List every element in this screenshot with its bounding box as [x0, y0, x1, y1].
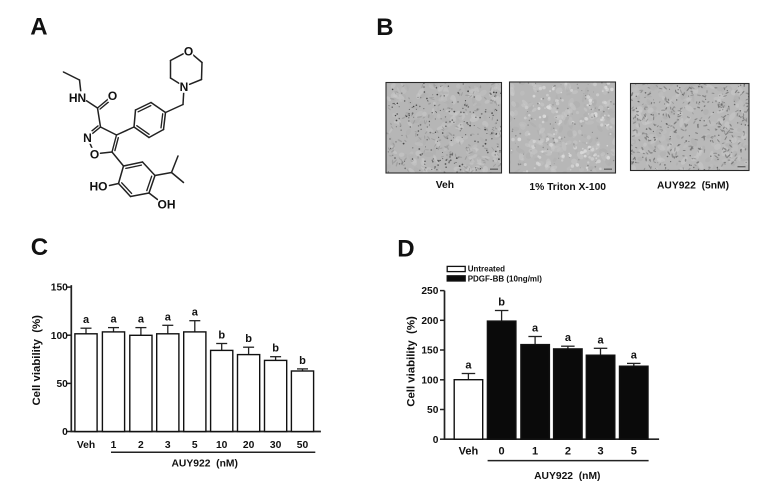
svg-text:50: 50 — [427, 405, 439, 416]
svg-text:250: 250 — [421, 286, 438, 297]
svg-text:Cell viability (%): Cell viability (%) — [31, 315, 43, 406]
svg-text:b: b — [245, 333, 252, 345]
svg-text:3: 3 — [597, 445, 603, 457]
svg-text:D: D — [397, 235, 414, 262]
svg-text:a: a — [597, 334, 604, 346]
svg-text:1: 1 — [532, 445, 538, 457]
svg-text:C: C — [31, 234, 48, 261]
svg-text:AUY922 (nM): AUY922 (nM) — [172, 459, 238, 470]
svg-text:PDGF-BB (10ng/ml): PDGF-BB (10ng/ml) — [468, 274, 543, 283]
svg-text:50: 50 — [297, 440, 309, 451]
svg-text:b: b — [218, 330, 225, 342]
svg-text:1% Triton X-100: 1% Triton X-100 — [529, 182, 606, 193]
svg-text:5: 5 — [631, 445, 637, 457]
svg-text:a: a — [465, 360, 472, 372]
svg-text:Veh: Veh — [77, 440, 95, 451]
svg-text:O: O — [90, 147, 99, 161]
svg-text:150: 150 — [51, 283, 68, 294]
svg-text:AUY922 (nM): AUY922 (nM) — [534, 471, 600, 482]
svg-text:2: 2 — [565, 445, 571, 457]
svg-text:A: A — [30, 14, 47, 41]
svg-text:b: b — [498, 297, 505, 309]
svg-text:a: a — [165, 311, 172, 323]
svg-text:a: a — [192, 307, 199, 319]
svg-text:a: a — [83, 314, 90, 326]
svg-text:3: 3 — [165, 440, 171, 451]
svg-text:HN: HN — [69, 91, 86, 105]
svg-text:N: N — [180, 80, 189, 94]
svg-text:a: a — [631, 349, 638, 361]
svg-text:AUY922 (5nM): AUY922 (5nM) — [657, 180, 729, 191]
svg-text:a: a — [532, 323, 539, 335]
svg-text:100: 100 — [421, 375, 438, 386]
svg-text:100: 100 — [51, 331, 68, 342]
svg-text:a: a — [110, 314, 117, 326]
svg-text:O: O — [184, 44, 193, 58]
svg-text:OH: OH — [158, 197, 176, 211]
svg-text:5: 5 — [192, 440, 198, 451]
svg-text:HO: HO — [90, 179, 108, 193]
svg-text:200: 200 — [421, 316, 438, 327]
svg-text:Untreated: Untreated — [468, 265, 505, 274]
svg-text:Cell viability (%): Cell viability (%) — [405, 316, 417, 407]
svg-text:a: a — [565, 332, 572, 344]
svg-text:N: N — [83, 131, 92, 145]
svg-text:Veh: Veh — [436, 180, 454, 191]
svg-text:2: 2 — [138, 440, 144, 451]
svg-text:30: 30 — [270, 440, 282, 451]
svg-text:10: 10 — [216, 440, 228, 451]
svg-text:1: 1 — [111, 440, 117, 451]
svg-text:150: 150 — [421, 346, 438, 357]
svg-text:Veh: Veh — [459, 445, 479, 457]
svg-text:b: b — [299, 355, 306, 367]
svg-text:0: 0 — [499, 445, 505, 457]
svg-text:O: O — [108, 89, 117, 103]
svg-text:a: a — [138, 314, 145, 326]
svg-text:0: 0 — [433, 435, 439, 446]
svg-text:B: B — [376, 14, 393, 41]
svg-text:50: 50 — [56, 379, 68, 390]
svg-text:20: 20 — [243, 440, 255, 451]
svg-text:0: 0 — [62, 427, 68, 438]
svg-text:b: b — [272, 343, 279, 355]
